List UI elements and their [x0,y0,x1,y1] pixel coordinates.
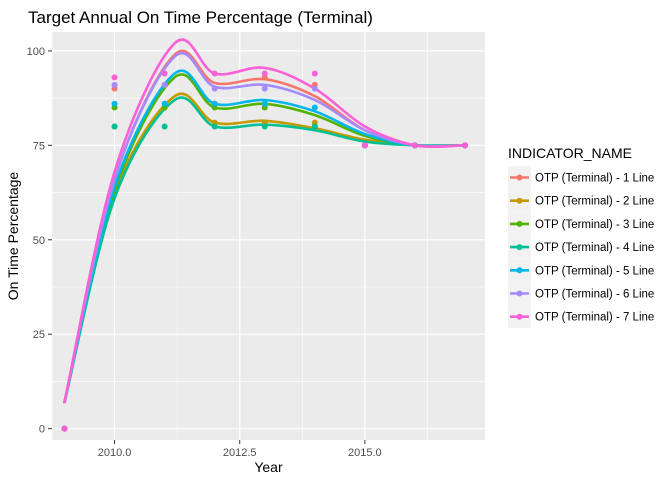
x-axis: 2010.0 2012.5 2015.0 [98,440,382,459]
data-point-series-7 [161,70,168,77]
data-point-series-7 [261,70,268,77]
legend-key-point [516,174,523,181]
legend-key-point [516,197,523,204]
grid-minor [51,32,485,440]
data-point-series-6 [311,85,318,92]
legend-item-label: OTP (Terminal) - 7 Line [535,312,654,324]
y-tick-label: 0 [39,424,45,436]
data-point-series-7 [361,142,368,149]
x-axis-label: Year [254,459,283,475]
data-point-series-5 [311,104,318,111]
legend-title: INDICATOR_NAME [508,145,632,161]
x-tick-label: 2012.5 [223,447,257,459]
legend-key-point [516,220,523,227]
data-point-series-5 [111,100,118,107]
legend-item-label: OTP (Terminal) - 3 Line [535,219,654,231]
data-point-series-7 [311,70,318,77]
legend-item-label: OTP (Terminal) - 5 Line [535,265,654,277]
fit-line-series-4 [63,96,467,404]
y-axis: 0 25 50 75 100 [27,46,52,436]
x-tick-label: 2015.0 [348,447,382,459]
legend-key-point [516,290,523,297]
data-point-series-6 [161,81,168,88]
data-point-series-6 [111,81,118,88]
data-point-series-5 [261,100,268,107]
legend-key-point [516,244,523,251]
legend-item-label: OTP (Terminal) - 4 Line [535,242,654,254]
data-points [61,70,468,432]
data-point-series-4 [161,123,168,130]
y-tick-label: 25 [33,329,45,341]
y-tick-label: 75 [33,140,45,152]
fit-line-series-6 [63,52,467,404]
fit-line-series-5 [63,69,467,404]
y-tick-label: 100 [27,46,45,58]
y-axis-label: On Time Percentage [5,172,21,301]
legend-item-label: OTP (Terminal) - 6 Line [535,289,654,301]
legend-key-point [516,267,523,274]
fit-line-series-7 [63,38,467,404]
data-point-series-4 [261,123,268,130]
data-point-series-7 [461,142,468,149]
y-tick-label: 50 [33,235,45,247]
data-point-series-7 [211,70,218,77]
legend-item-label: OTP (Terminal) - 1 Line [535,173,654,185]
data-point-series-4 [111,123,118,130]
data-point-series-6 [211,85,218,92]
data-point-series-5 [161,100,168,107]
legend-items: OTP (Terminal) - 1 Line OTP (Terminal) - … [508,166,654,329]
data-point-series-7 [411,142,418,149]
data-point-series-6 [261,85,268,92]
data-point-series-7 [61,425,68,432]
data-point-series-7 [111,74,118,81]
legend-item-label: OTP (Terminal) - 2 Line [535,196,654,208]
x-tick-label: 2010.0 [98,447,132,459]
legend-key-point [516,313,523,320]
data-point-series-4 [311,123,318,130]
chart-title: Target Annual On Time Percentage (Termin… [28,8,373,27]
data-point-series-4 [211,123,218,130]
legend: INDICATOR_NAME OTP (Terminal) - 1 LineOT… [508,145,654,329]
data-point-series-5 [211,100,218,107]
fit-lines [63,38,467,404]
plot-panel [52,32,485,440]
